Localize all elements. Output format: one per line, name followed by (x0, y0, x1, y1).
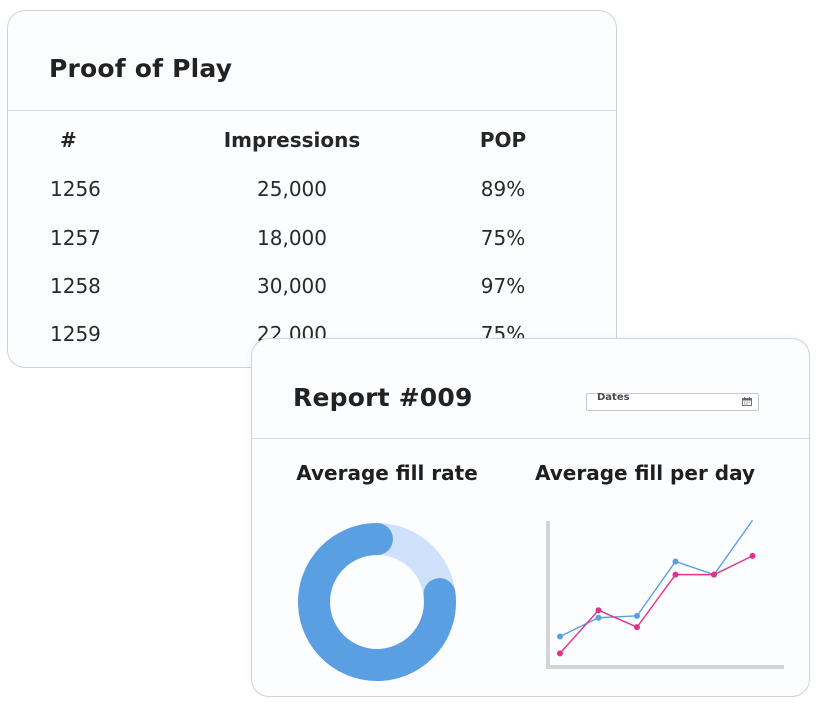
data-point (672, 571, 679, 578)
report-card: Report #009 Dates Average fill rate Aver… (251, 338, 810, 697)
column-header-impressions[interactable]: Impressions (223, 128, 361, 152)
column-header-id[interactable]: # (60, 128, 77, 152)
dates-field[interactable]: Dates (586, 392, 759, 411)
data-point (634, 612, 640, 619)
row-id: 1257 (50, 226, 101, 250)
column-header-pop[interactable]: POP (479, 128, 527, 152)
report-title: Report #009 (293, 383, 473, 412)
proof-of-play-title: Proof of Play (49, 54, 233, 83)
donut-fill-arc (298, 523, 456, 681)
fill-per-day-chart-title: Average fill per day (534, 461, 756, 485)
row-pop: 75% (480, 226, 526, 250)
data-point (749, 552, 756, 559)
data-point (595, 607, 602, 614)
data-point (711, 571, 717, 578)
row-impressions: 18,000 (257, 226, 327, 250)
series-line-2 (559, 555, 753, 654)
proof-of-play-divider (8, 110, 616, 111)
row-id: 1258 (50, 274, 101, 298)
row-pop: 97% (480, 274, 526, 298)
fill-rate-chart-title: Average fill rate (296, 461, 478, 485)
calendar-icon[interactable] (742, 397, 752, 406)
fill-rate-donut-chart (298, 523, 456, 681)
report-divider (252, 438, 809, 439)
series-line-1 (559, 519, 754, 638)
row-impressions: 25,000 (257, 177, 327, 201)
row-impressions: 30,000 (257, 274, 327, 298)
dates-label: Dates (597, 392, 630, 403)
row-id: 1256 (50, 177, 101, 201)
fill-per-day-line-chart (546, 519, 784, 669)
data-point (595, 614, 602, 621)
row-pop: 89% (480, 177, 526, 201)
data-point (634, 624, 640, 631)
proof-of-play-card: Proof of Play # Impressions POP 1256 25,… (7, 10, 617, 368)
data-point (557, 650, 563, 657)
data-point (557, 633, 563, 640)
data-point (672, 558, 679, 565)
row-id: 1259 (50, 322, 101, 346)
